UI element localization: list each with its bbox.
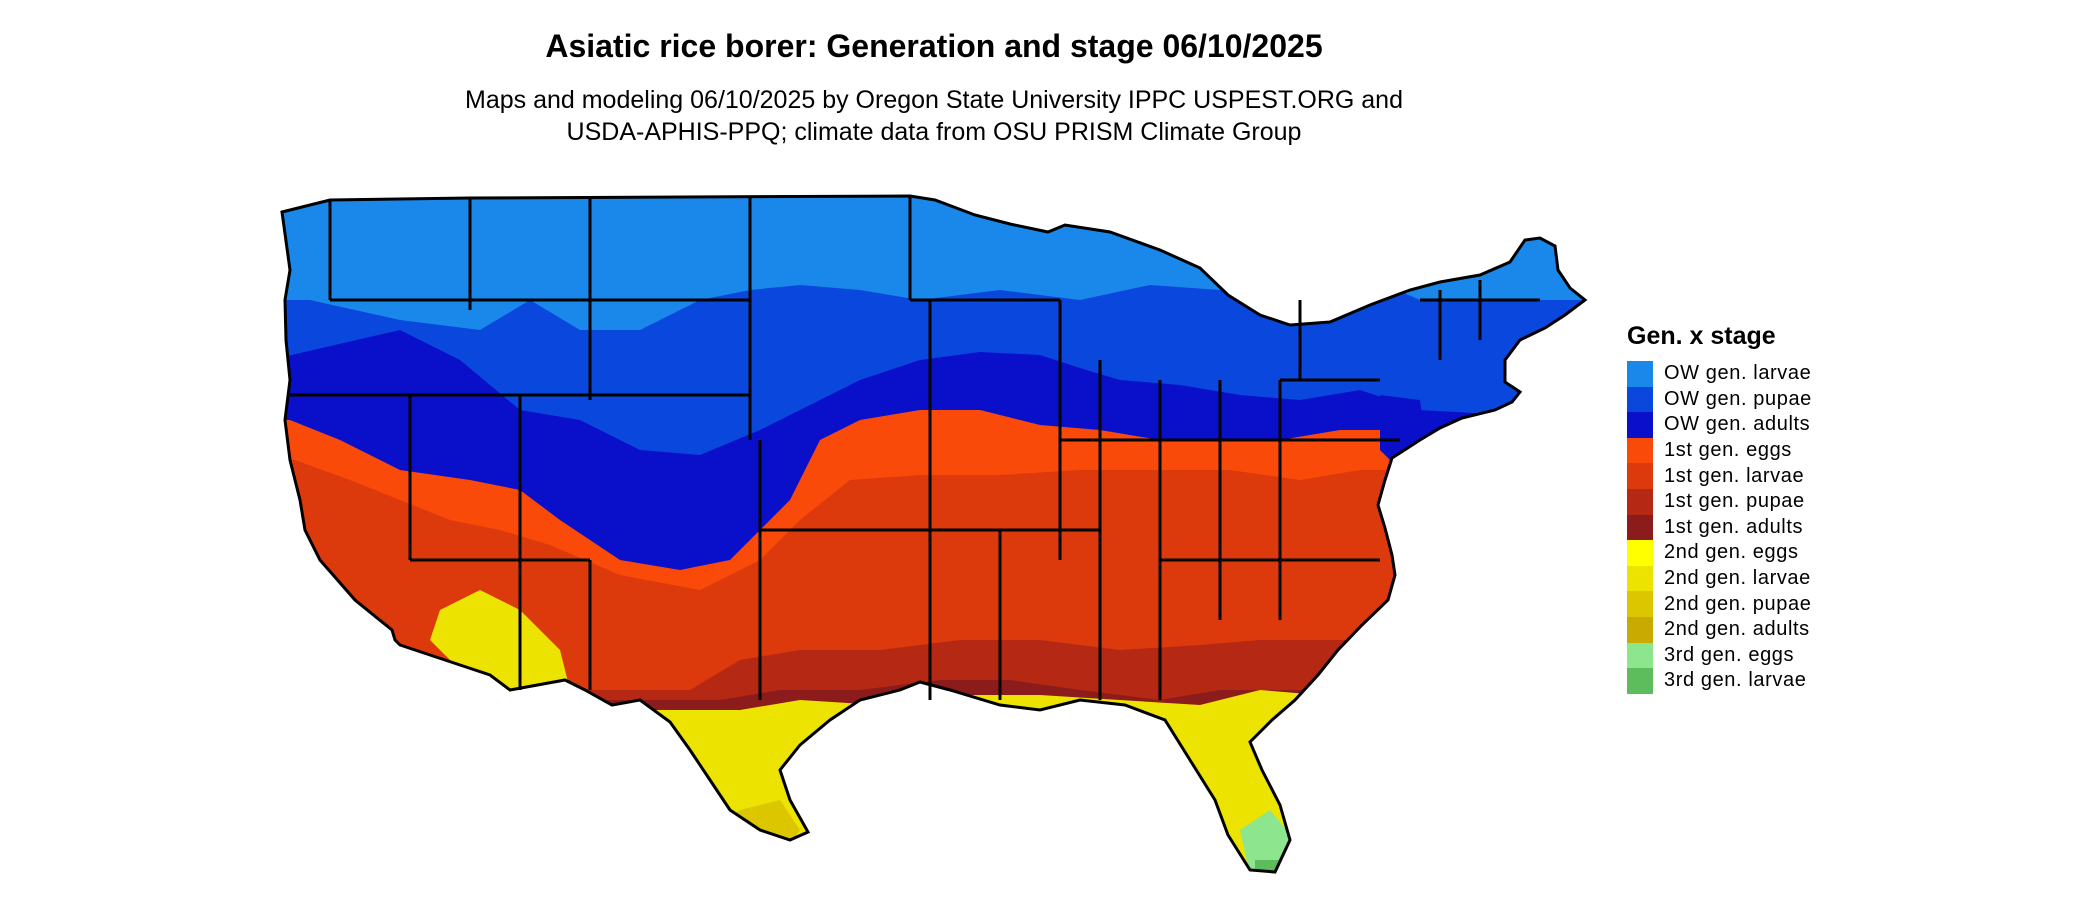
legend-swatch (1627, 642, 1653, 669)
legend-swatch (1627, 463, 1653, 489)
legend-item-1st-adults: 1st gen. adults (1627, 514, 1812, 541)
legend-swatch (1627, 540, 1653, 566)
legend-label: 2nd gen. larvae (1664, 567, 1811, 590)
legend-item-1st-eggs: 1st gen. eggs (1627, 437, 1812, 464)
band-2nd-pupae-texas (700, 800, 800, 870)
legend-label: OW gen. adults (1664, 413, 1811, 436)
legend-label: OW gen. pupae (1664, 387, 1812, 410)
legend-item-ow-larvae: OW gen. larvae (1627, 361, 1812, 387)
legend-swatch (1627, 437, 1653, 464)
legend-label: 1st gen. eggs (1664, 439, 1792, 462)
legend-label: 1st gen. adults (1664, 515, 1804, 538)
legend-item-2nd-eggs: 2nd gen. eggs (1627, 540, 1812, 566)
subtitle-line-1: Maps and modeling 06/10/2025 by Oregon S… (465, 86, 1403, 114)
legend-swatch (1627, 616, 1653, 643)
map-subtitle: Maps and modeling 06/10/2025 by Oregon S… (0, 84, 1868, 148)
legend-label: 3rd gen. larvae (1664, 669, 1807, 692)
legend-label: 1st gen. pupae (1664, 490, 1805, 513)
legend-label: 2nd gen. eggs (1664, 541, 1799, 564)
legend-swatch (1627, 488, 1653, 515)
legend-label: 1st gen. larvae (1664, 464, 1805, 487)
legend-item-ow-pupae: OW gen. pupae (1627, 386, 1812, 413)
legend-swatch (1627, 591, 1653, 617)
map-title: Asiatic rice borer: Generation and stage… (545, 28, 1323, 64)
legend-swatch (1627, 565, 1653, 592)
state-borders (280, 194, 1587, 874)
us-stage-map (280, 194, 1587, 874)
legend-swatch (1627, 668, 1653, 694)
legend-swatch (1627, 361, 1653, 387)
legend-item-2nd-adults: 2nd gen. adults (1627, 616, 1812, 643)
subtitle-line-2: USDA-APHIS-PPQ; climate data from OSU PR… (566, 118, 1302, 146)
legend-swatch (1627, 412, 1653, 438)
legend-label: 3rd gen. eggs (1664, 643, 1795, 666)
legend: Gen. x stage OW gen. larvae OW gen. pupa… (1627, 322, 1812, 694)
legend-title: Gen. x stage (1627, 322, 1776, 350)
legend-item-2nd-pupae: 2nd gen. pupae (1627, 591, 1812, 617)
legend-item-2nd-larvae: 2nd gen. larvae (1627, 565, 1812, 592)
legend-label: OW gen. larvae (1664, 362, 1812, 385)
legend-swatch (1627, 514, 1653, 541)
legend-item-1st-larvae: 1st gen. larvae (1627, 463, 1812, 489)
legend-swatch (1627, 386, 1653, 413)
legend-item-3rd-larvae: 3rd gen. larvae (1627, 668, 1812, 694)
legend-label: 2nd gen. pupae (1664, 592, 1812, 615)
legend-item-3rd-eggs: 3rd gen. eggs (1627, 642, 1812, 669)
interior-borders (290, 196, 1540, 700)
legend-item-1st-pupae: 1st gen. pupae (1627, 488, 1812, 515)
band-1st-adults (282, 680, 1585, 872)
legend-item-ow-adults: OW gen. adults (1627, 412, 1812, 438)
band-2nd-larvae (282, 690, 1585, 872)
legend-label: 2nd gen. adults (1664, 618, 1810, 641)
